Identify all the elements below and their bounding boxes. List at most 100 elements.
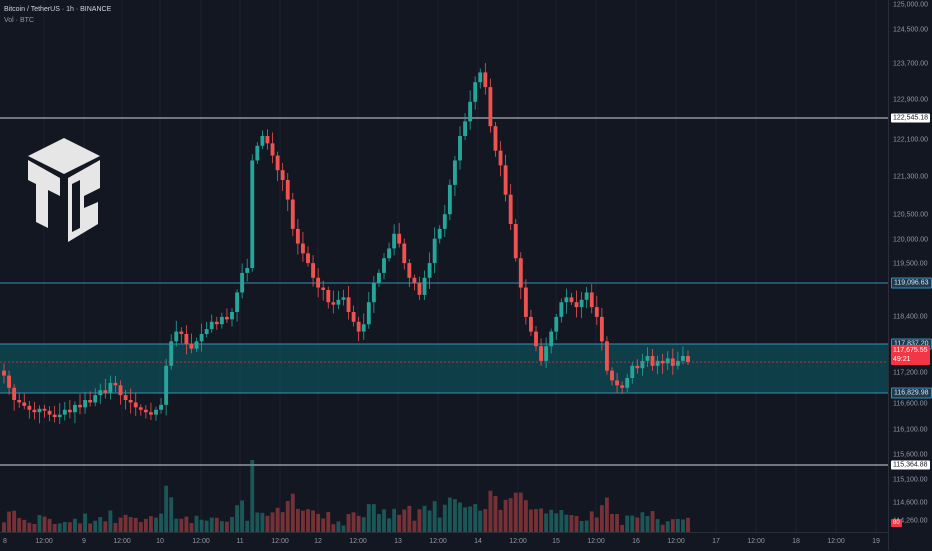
time-tick: 12:00: [35, 538, 53, 545]
volume-bar: [371, 504, 376, 532]
volume-bar: [377, 514, 381, 532]
volume-bar: [265, 515, 270, 532]
price-tick: 123,700.00: [893, 60, 929, 68]
volume-bar: [17, 517, 22, 532]
chart-area[interactable]: Bitcoin / TetherUS · 1h · BINANCE Vol · …: [0, 0, 888, 532]
candle: [214, 321, 219, 325]
candle: [235, 292, 239, 312]
volume-bar: [488, 490, 493, 532]
volume-bar: [108, 510, 113, 532]
volume-bar: [62, 521, 67, 532]
volume-bar: [599, 505, 604, 532]
volume-bar: [306, 509, 310, 532]
time-tick: 19: [872, 538, 880, 545]
volume-bar: [620, 524, 625, 532]
candle: [321, 287, 326, 290]
volume-bar: [149, 516, 153, 532]
price-tick: 115,600.00: [893, 451, 928, 459]
volume-label[interactable]: Vol · BTC: [4, 17, 34, 24]
candle: [539, 346, 543, 361]
volume-bar: [73, 518, 77, 532]
time-tick: 16: [632, 538, 640, 545]
volume-bar: [225, 521, 229, 532]
candle: [306, 253, 310, 264]
volume-bar: [478, 510, 483, 532]
level-price-tag: 116,829.98: [891, 387, 932, 399]
candle: [660, 360, 665, 364]
price-tick: 114,600.00: [893, 499, 928, 507]
candle: [523, 287, 528, 317]
volume-bar: [98, 516, 103, 532]
volume-bar: [610, 513, 614, 532]
volume-bar: [432, 501, 437, 532]
volume-bar: [498, 509, 503, 532]
candle: [295, 228, 300, 244]
time-tick: 12:00: [827, 538, 845, 545]
candle: [37, 408, 42, 413]
volume-bar: [468, 506, 473, 532]
volume-bar: [169, 497, 174, 532]
candle: [184, 334, 189, 344]
price-tick: 121,300.00: [893, 173, 929, 181]
candle: [473, 82, 478, 102]
candle: [250, 160, 255, 268]
time-axis[interactable]: 8 12:00 9 12:00 10 12:00 11 12:00 12 12:00 13 12:00…: [0, 532, 888, 551]
candle: [554, 316, 559, 332]
volume-bar: [174, 518, 179, 532]
candle: [108, 382, 113, 393]
volume-bar: [437, 517, 442, 532]
volume-bar: [154, 517, 158, 532]
price-tick: 122,100.00: [893, 136, 929, 144]
volume-bar: [665, 521, 670, 532]
candle: [635, 365, 640, 369]
volume-bar: [22, 519, 27, 532]
volume-bar: [529, 509, 533, 532]
time-tick: 14: [474, 538, 482, 545]
price-tick: 120,000.00: [893, 236, 929, 244]
candle: [260, 136, 265, 146]
volume-bar: [78, 523, 82, 532]
candle: [432, 238, 437, 264]
price-tick: 114,260.00: [893, 517, 928, 525]
price-tick: 118,400.00: [893, 313, 928, 321]
volume-bar: [356, 515, 361, 532]
candles: [2, 62, 690, 424]
candle: [245, 268, 250, 273]
volume-bar: [285, 500, 290, 532]
candle: [341, 297, 346, 300]
candle: [640, 360, 645, 369]
price-axis[interactable]: 125,000.00 124,500.00 123,700.00 122,900.00…: [888, 0, 932, 550]
volume-bar: [2, 522, 6, 532]
candle: [483, 72, 488, 88]
candle: [615, 380, 619, 386]
candle: [630, 365, 635, 378]
volume-bar: [341, 525, 346, 532]
price-chart[interactable]: [0, 0, 888, 532]
volume-bar: [255, 512, 260, 532]
candle: [655, 360, 660, 366]
volume-bar: [219, 521, 224, 532]
price-tick: 119,500.00: [893, 260, 928, 268]
candle: [468, 101, 473, 122]
candle: [458, 136, 462, 161]
volume-bar: [37, 515, 42, 532]
time-tick: 12:00: [192, 538, 210, 545]
chart-legend[interactable]: Bitcoin / TetherUS · 1h · BINANCE Vol · …: [4, 4, 111, 26]
candle: [88, 400, 93, 403]
price-tick: 115,100.00: [893, 476, 928, 484]
candle: [189, 343, 194, 349]
volume-bar: [605, 497, 609, 532]
grid: [43, 0, 877, 532]
candle: [579, 299, 584, 308]
volume-bar: [123, 514, 128, 532]
volume-bar: [549, 509, 554, 532]
candle: [159, 404, 163, 410]
symbol-label[interactable]: Bitcoin / TetherUS · 1h · BINANCE: [4, 6, 112, 13]
candle: [128, 400, 133, 403]
current-price-value: 117,675.55: [893, 347, 928, 354]
volume-bar: [463, 507, 467, 532]
candle: [529, 316, 533, 332]
time-tick: 12: [314, 538, 322, 545]
volume-bar: [27, 522, 32, 532]
volume-bar: [584, 520, 589, 532]
